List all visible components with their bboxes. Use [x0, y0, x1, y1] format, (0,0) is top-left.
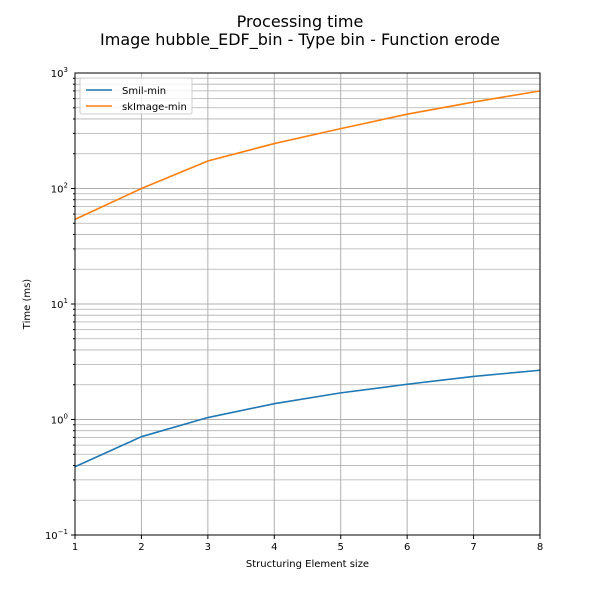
y-tick-base: 10 [51, 416, 64, 427]
y-tick-exponent: 1 [64, 297, 68, 305]
x-tick-label: 5 [338, 542, 344, 553]
x-tick-label: 3 [205, 542, 211, 553]
y-tick-exponent: −1 [58, 528, 68, 536]
x-axis-label: Structuring Element size [246, 559, 369, 570]
y-tick-exponent: 3 [64, 66, 68, 74]
legend: Smil-min skImage-min [79, 77, 193, 115]
x-tick-label: 1 [72, 542, 78, 553]
chart-title: Processing time [236, 12, 364, 31]
x-tick-label: 2 [138, 542, 144, 553]
y-tick-base: 10 [51, 185, 64, 196]
x-tick-label: 6 [404, 542, 410, 553]
y-tick-label: 101 [51, 297, 68, 311]
grid [74, 73, 541, 536]
y-tick-label: 103 [51, 66, 68, 80]
chart-subtitle: Image hubble_EDF_bin - Type bin - Functi… [100, 30, 500, 49]
x-tick-label: 8 [537, 542, 543, 553]
legend-box [79, 77, 193, 115]
y-tick-exponent: 0 [64, 413, 68, 421]
legend-label: Smil-min [122, 86, 166, 97]
y-tick-label: 10−1 [45, 528, 68, 542]
series-line-0 [74, 369, 541, 468]
series-line-1 [74, 90, 541, 221]
y-tick-exponent: 2 [64, 182, 68, 190]
x-tick-label: 7 [470, 542, 476, 553]
y-tick-base: 10 [51, 300, 64, 311]
x-tick-label: 4 [271, 542, 277, 553]
y-axis-label: Time (ms) [22, 279, 33, 331]
y-tick-base: 10 [51, 69, 64, 80]
y-tick-label: 100 [51, 413, 68, 427]
y-tick-base: 10 [45, 531, 58, 542]
legend-label: skImage-min [122, 102, 187, 113]
series-layer [74, 90, 541, 468]
y-tick-label: 102 [51, 182, 68, 196]
